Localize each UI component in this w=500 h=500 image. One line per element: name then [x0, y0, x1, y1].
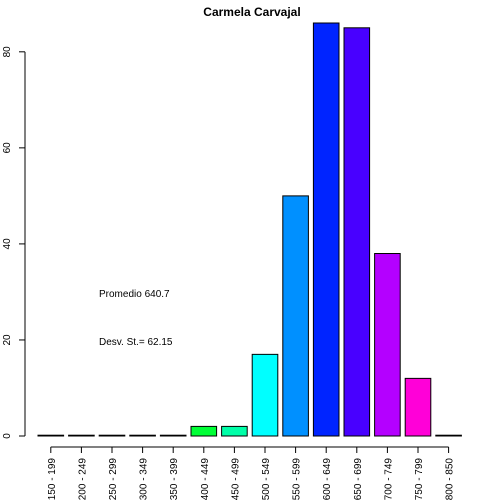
x-tick-label: 300 - 349 [139, 458, 150, 500]
y-tick-label: 40 [2, 238, 13, 250]
y-tick-label: 0 [2, 433, 13, 439]
y-tick-label: 80 [2, 46, 13, 58]
x-tick-label: 250 - 299 [108, 458, 119, 500]
x-tick-label: 800 - 850 [445, 458, 456, 500]
x-tick-label: 350 - 399 [169, 458, 180, 500]
bar-550-599 [282, 195, 309, 437]
bar-450-499 [221, 425, 248, 437]
bar-200-249 [68, 434, 95, 437]
x-tick-label: 200 - 249 [77, 458, 88, 500]
bar-600-649 [312, 22, 340, 437]
x-axis: 150 - 199 200 - 249 250 - 299 300 - 349 350 … [47, 446, 456, 500]
bar-500-549 [251, 353, 279, 437]
x-tick-label: 600 - 649 [322, 458, 333, 500]
y-tick-label: 20 [2, 334, 13, 346]
bar-800-850 [435, 434, 462, 437]
x-tick-label: 650 - 699 [353, 458, 364, 500]
bar-650-699 [343, 27, 371, 437]
bar-350-399 [159, 434, 187, 437]
x-tick-label: 150 - 199 [47, 458, 58, 500]
bars-group [37, 22, 462, 437]
x-tick-label: 550 - 599 [292, 458, 303, 500]
x-tick-label: 750 - 799 [414, 458, 425, 500]
bar-400-449 [190, 425, 218, 437]
bar-750-799 [404, 377, 432, 437]
y-tick-label: 60 [2, 142, 13, 154]
x-tick-label: 700 - 749 [383, 458, 394, 500]
bar-150-199 [37, 434, 65, 437]
stdev-annotation: Desv. St.= 62.15 [99, 337, 173, 348]
x-tick-label: 500 - 549 [261, 458, 272, 500]
bar-300-349 [129, 434, 156, 437]
mean-annotation: Promedio 640.7 [99, 289, 170, 300]
bar-250-299 [98, 434, 126, 437]
y-axis: 0 20 40 60 80 [2, 46, 26, 439]
bar-700-749 [374, 253, 401, 437]
chart-title: Carmela Carvajal [203, 5, 300, 19]
x-tick-label: 400 - 449 [200, 458, 211, 500]
x-tick-label: 450 - 499 [230, 458, 241, 500]
